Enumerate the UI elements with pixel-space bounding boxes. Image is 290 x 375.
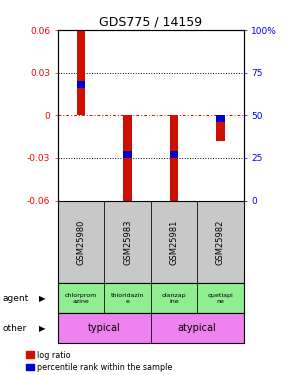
Bar [216, 115, 224, 122]
Bar [197, 283, 244, 313]
Bar [151, 283, 197, 313]
Bar [197, 201, 244, 283]
Bar [151, 313, 244, 343]
Bar [170, 116, 178, 208]
Text: other: other [3, 324, 27, 333]
Bar [77, 81, 85, 88]
Text: GSM25980: GSM25980 [77, 219, 86, 265]
Text: olanzap
ine: olanzap ine [162, 293, 186, 303]
Text: typical: typical [88, 323, 121, 333]
Bar [151, 201, 197, 283]
Text: GSM25982: GSM25982 [216, 219, 225, 265]
Text: ▶: ▶ [39, 294, 46, 303]
Text: GSM25981: GSM25981 [169, 219, 179, 265]
Bar [124, 151, 132, 158]
Text: GSM25983: GSM25983 [123, 219, 132, 265]
Bar [104, 201, 151, 283]
Bar [104, 283, 151, 313]
Bar [216, 116, 224, 141]
Bar [58, 201, 104, 283]
Text: atypical: atypical [178, 323, 217, 333]
Legend: log ratio, percentile rank within the sample: log ratio, percentile rank within the sa… [23, 347, 175, 375]
Text: agent: agent [3, 294, 29, 303]
Bar [58, 313, 151, 343]
Title: GDS775 / 14159: GDS775 / 14159 [99, 16, 202, 29]
Bar [77, 30, 85, 115]
Bar [170, 151, 178, 158]
Text: chlorprom
azine: chlorprom azine [65, 293, 97, 303]
Text: thioridazin
e: thioridazin e [111, 293, 144, 303]
Bar [124, 116, 132, 208]
Bar [58, 283, 104, 313]
Text: ▶: ▶ [39, 324, 46, 333]
Text: quetiapi
ne: quetiapi ne [208, 293, 233, 303]
